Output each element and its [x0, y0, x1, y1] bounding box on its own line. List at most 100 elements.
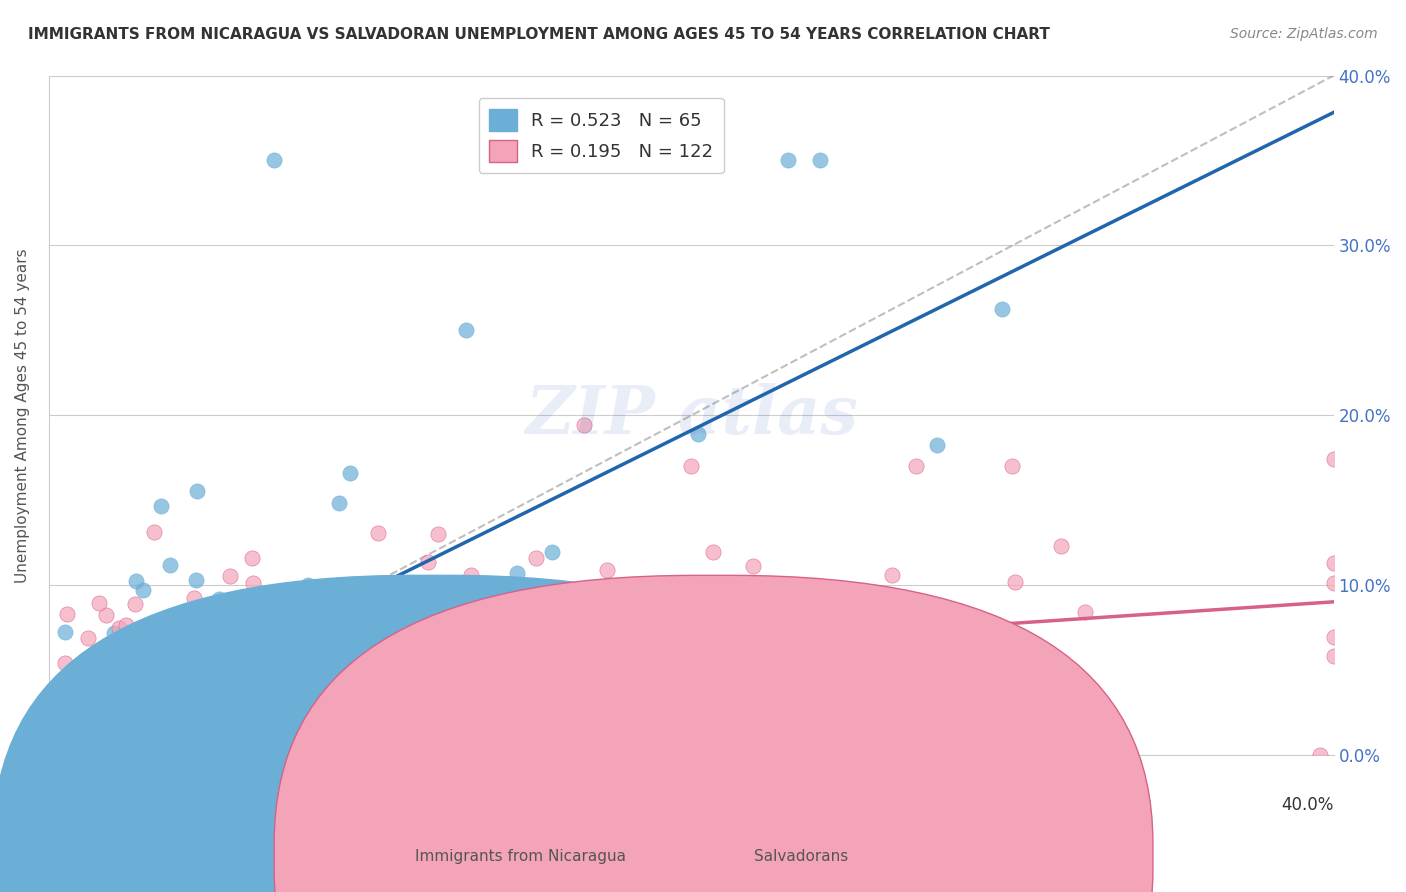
- Text: Source: ZipAtlas.com: Source: ZipAtlas.com: [1230, 27, 1378, 41]
- Point: [115, 748, 138, 763]
- Point: [367, 525, 389, 540]
- Point: [965, 748, 987, 763]
- Point: [575, 615, 598, 629]
- Point: [77, 632, 100, 646]
- Point: [198, 679, 221, 693]
- Point: [1049, 691, 1071, 706]
- Point: [686, 427, 709, 442]
- Point: [87, 596, 110, 610]
- Point: [186, 483, 208, 498]
- Point: [463, 630, 485, 644]
- Point: [460, 567, 482, 582]
- Point: [305, 651, 328, 665]
- Point: [673, 666, 696, 681]
- Point: [250, 680, 273, 694]
- Point: [215, 688, 238, 702]
- Point: [688, 658, 710, 673]
- Text: ZIP atlas: ZIP atlas: [524, 383, 858, 448]
- Point: [127, 731, 149, 745]
- Point: [115, 618, 138, 632]
- Point: [59, 723, 82, 738]
- Point: [142, 623, 165, 637]
- Point: [990, 301, 1012, 316]
- Point: [277, 684, 299, 698]
- Point: [218, 748, 240, 763]
- Point: [183, 591, 205, 606]
- Point: [905, 459, 928, 474]
- Point: [250, 606, 273, 620]
- Point: [179, 748, 201, 763]
- Point: [336, 592, 359, 607]
- Point: [149, 500, 172, 514]
- Point: [578, 671, 600, 685]
- Point: [120, 646, 142, 660]
- Point: [673, 748, 696, 763]
- Point: [176, 660, 198, 674]
- Point: [758, 714, 780, 728]
- Point: [124, 748, 146, 763]
- Point: [273, 694, 295, 708]
- Legend: R = 0.523   N = 65, R = 0.195   N = 122: R = 0.523 N = 65, R = 0.195 N = 122: [478, 98, 724, 173]
- Text: Immigrants from Nicaragua: Immigrants from Nicaragua: [415, 849, 626, 863]
- Point: [432, 719, 454, 733]
- Point: [502, 604, 524, 618]
- Point: [76, 728, 98, 742]
- Point: [65, 748, 87, 763]
- Point: [655, 706, 678, 721]
- Point: [374, 670, 396, 684]
- Point: [83, 664, 105, 678]
- Point: [55, 748, 77, 763]
- Point: [159, 558, 181, 573]
- Point: [277, 748, 299, 763]
- Point: [603, 595, 626, 609]
- Point: [132, 582, 155, 597]
- Point: [463, 748, 485, 763]
- Point: [250, 748, 273, 763]
- Text: 0.0%: 0.0%: [49, 797, 90, 814]
- Point: [107, 621, 129, 635]
- Point: [1049, 539, 1071, 553]
- Point: [124, 597, 146, 611]
- Point: [596, 563, 619, 577]
- Point: [165, 748, 187, 763]
- Point: [186, 573, 208, 587]
- Point: [75, 652, 97, 666]
- Point: [339, 466, 361, 480]
- Point: [152, 659, 174, 673]
- Point: [56, 711, 79, 725]
- Point: [742, 558, 765, 573]
- Point: [166, 748, 188, 763]
- Point: [157, 748, 180, 763]
- Point: [120, 694, 142, 708]
- Point: [56, 748, 79, 763]
- Point: [427, 527, 450, 541]
- Point: [702, 544, 724, 558]
- Point: [167, 640, 190, 655]
- Point: [454, 707, 477, 722]
- Point: [66, 748, 89, 763]
- Point: [418, 555, 440, 569]
- Point: [142, 524, 165, 539]
- Point: [522, 670, 544, 684]
- Point: [513, 748, 536, 763]
- Point: [260, 703, 283, 717]
- Point: [132, 742, 155, 756]
- Point: [776, 153, 799, 168]
- Point: [56, 607, 79, 621]
- Point: [794, 748, 817, 763]
- Point: [281, 748, 304, 763]
- Point: [307, 623, 329, 637]
- Point: [69, 748, 91, 763]
- Point: [162, 748, 184, 763]
- Point: [82, 748, 104, 763]
- Point: [284, 748, 307, 763]
- Point: [246, 630, 269, 644]
- Point: [356, 681, 378, 695]
- Point: [221, 748, 243, 763]
- Point: [145, 622, 167, 636]
- Point: [163, 614, 186, 628]
- Point: [233, 662, 256, 676]
- Point: [262, 734, 284, 748]
- Point: [347, 609, 370, 624]
- Point: [458, 619, 481, 633]
